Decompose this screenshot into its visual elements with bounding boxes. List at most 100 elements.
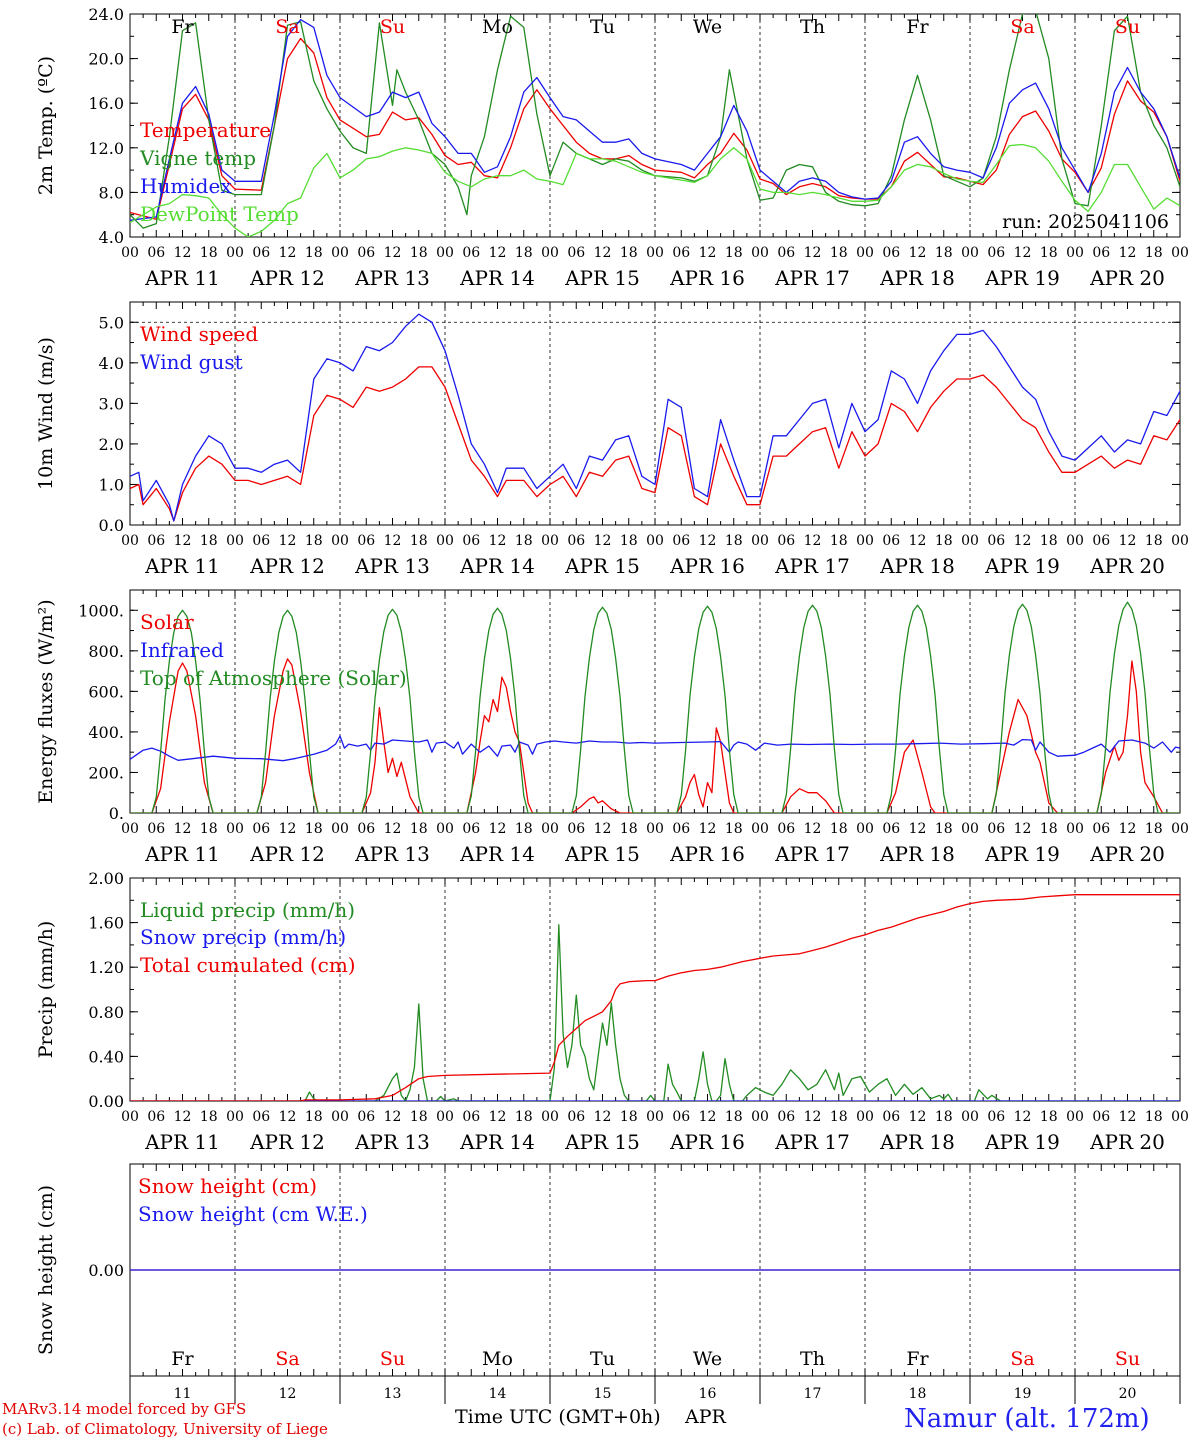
y-tick-label: 0.00 — [88, 1092, 124, 1111]
y-tick-label: 3.0 — [99, 394, 124, 413]
x-hour-label: 12 — [489, 245, 507, 261]
x-hour-label: 00 — [226, 1109, 244, 1125]
x-hour-label: 18 — [1040, 245, 1058, 261]
x-hour-label: 12 — [1119, 245, 1137, 261]
x-date-label: APR 13 — [354, 1130, 430, 1154]
y-tick-label: 2.0 — [99, 435, 124, 454]
x-hour-label: 00 — [961, 821, 979, 837]
legend-entry: Snow height (cm W.E.) — [138, 1202, 368, 1226]
x-hour-label: 12 — [699, 1109, 717, 1125]
x-hour-label: 00 — [751, 533, 769, 549]
legend-entry: Solar — [140, 610, 194, 634]
day-name: We — [693, 1348, 722, 1370]
x-hour-label: 18 — [1040, 1109, 1058, 1125]
legend-entry: Snow height (cm) — [138, 1174, 317, 1198]
x-hour-label: 06 — [1092, 533, 1110, 549]
x-hour-label: 00 — [121, 1109, 139, 1125]
x-day-number: 16 — [699, 1386, 717, 1402]
x-hour-label: 06 — [357, 1109, 375, 1125]
x-hour-label: 06 — [357, 245, 375, 261]
x-day-number: 17 — [804, 1386, 822, 1402]
x-hour-label: 12 — [174, 821, 192, 837]
y-tick-label: 16.0 — [88, 94, 124, 113]
x-hour-label: 12 — [174, 1109, 192, 1125]
day-name: Su — [1115, 1348, 1140, 1370]
legend-entry: Liquid precip (mm/h) — [140, 898, 355, 922]
x-hour-label: 12 — [384, 821, 402, 837]
x-hour-label: 12 — [909, 245, 927, 261]
x-hour-label: 18 — [830, 1109, 848, 1125]
legend-entry: Snow precip (mm/h) — [140, 925, 346, 949]
x-date-label: APR 20 — [1089, 266, 1165, 290]
x-hour-label: 12 — [909, 821, 927, 837]
x-date-label: APR 16 — [669, 1130, 745, 1154]
series-line-wind-gust — [130, 313, 1180, 522]
x-hour-label: 12 — [594, 1109, 612, 1125]
x-hour-label: 06 — [252, 821, 270, 837]
x-hour-label: 06 — [1092, 245, 1110, 261]
x-hour-label: 00 — [646, 245, 664, 261]
x-hour-label: 12 — [489, 821, 507, 837]
x-hour-label: 06 — [987, 245, 1005, 261]
x-hour-label: 12 — [279, 821, 297, 837]
x-hour-label: 12 — [804, 1109, 822, 1125]
x-date-label: APR 19 — [984, 842, 1060, 866]
x-hour-label: 06 — [567, 245, 585, 261]
x-date-label: APR 16 — [669, 842, 745, 866]
x-hour-label: 12 — [699, 821, 717, 837]
x-hour-label: 00 — [856, 821, 874, 837]
x-hour-label: 00 — [226, 245, 244, 261]
x-hour-label: 00 — [436, 245, 454, 261]
x-hour-label: 00 — [646, 1109, 664, 1125]
legend-entry: Infrared — [140, 638, 224, 662]
x-hour-label: 18 — [1145, 1109, 1163, 1125]
x-hour-label: 06 — [147, 245, 165, 261]
x-date-label: APR 20 — [1089, 1130, 1165, 1154]
x-hour-label: 18 — [725, 821, 743, 837]
y-tick-label: 0.0 — [99, 516, 124, 535]
x-hour-label: 00 — [856, 245, 874, 261]
x-hour-label: 18 — [935, 1109, 953, 1125]
x-hour-label: 18 — [305, 1109, 323, 1125]
x-date-label: APR 19 — [984, 554, 1060, 578]
x-hour-label: 18 — [620, 533, 638, 549]
x-hour-label: 18 — [1145, 821, 1163, 837]
x-hour-label: 18 — [515, 821, 533, 837]
x-hour-label: 12 — [174, 245, 192, 261]
x-date-label: APR 16 — [669, 266, 745, 290]
day-name: Sa — [275, 1348, 299, 1370]
x-date-label: APR 13 — [354, 266, 430, 290]
x-hour-label: 12 — [594, 245, 612, 261]
x-date-label: APR 12 — [249, 554, 325, 578]
x-hour-label: 18 — [1145, 245, 1163, 261]
x-hour-label: 12 — [384, 1109, 402, 1125]
y-tick-label: 0. — [109, 804, 124, 823]
x-hour-label: 12 — [1119, 821, 1137, 837]
x-hour-label: 12 — [804, 245, 822, 261]
x-date-label: APR 18 — [879, 842, 955, 866]
x-hour-label: 18 — [410, 821, 428, 837]
x-hour-label: 00 — [646, 533, 664, 549]
x-hour-label: 12 — [489, 533, 507, 549]
x-hour-label: 12 — [279, 533, 297, 549]
footer: MARv3.14 model forced by GFS (c) Lab. of… — [2, 1400, 1150, 1438]
y-tick-label: 0.80 — [88, 1003, 124, 1022]
x-hour-label: 00 — [1171, 245, 1189, 261]
x-date-label: APR 17 — [774, 266, 850, 290]
x-hour-label: 12 — [804, 533, 822, 549]
x-hour-label: 06 — [777, 821, 795, 837]
y-tick-label: 200. — [88, 763, 124, 782]
x-hour-label: 18 — [935, 821, 953, 837]
x-hour-label: 18 — [830, 533, 848, 549]
x-date-label: APR 11 — [144, 1130, 220, 1154]
y-tick-label: 5.0 — [99, 313, 124, 332]
x-hour-label: 12 — [384, 245, 402, 261]
x-axis-title: Time UTC (GMT+0h) — [455, 1406, 661, 1428]
panel-5: 0.00 Snow height (cm) Snow height (cm) Snow… — [35, 1163, 1181, 1404]
y-tick-label: 1.0 — [99, 475, 124, 494]
x-hour-label: 00 — [1171, 821, 1189, 837]
x-hour-label: 00 — [436, 821, 454, 837]
day-name: Sa — [275, 16, 299, 38]
x-hour-label: 00 — [121, 533, 139, 549]
x-hour-label: 06 — [777, 1109, 795, 1125]
